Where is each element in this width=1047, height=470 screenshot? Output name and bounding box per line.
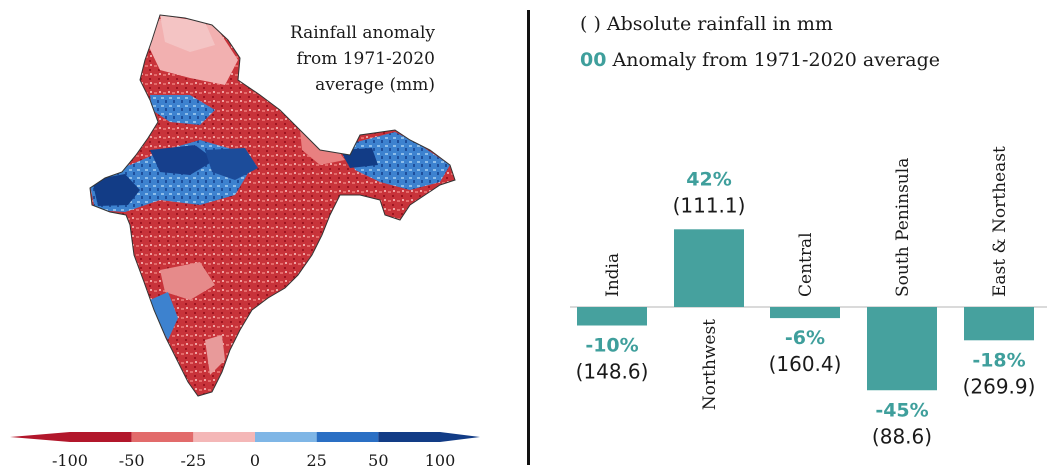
bar-value-label: -45% (875, 399, 928, 421)
colorbar-tick-label: 100 (425, 451, 456, 470)
map-title-line-1: Rainfall anomaly (289, 23, 435, 43)
bar (964, 307, 1034, 341)
map-title: Rainfall anomaly from 1971-2020 average … (290, 20, 435, 98)
legend-absolute-symbol: ( ) (580, 13, 601, 35)
colorbar-left-arrow (10, 432, 70, 442)
legend-absolute: ( ) Absolute rainfall in mm (580, 6, 940, 42)
colorbar-tick-label: 0 (250, 451, 260, 470)
category-label: India (603, 253, 623, 297)
colorbar-segment (316, 432, 379, 442)
category-label: South Peninsula (893, 158, 913, 297)
category-label: Central (796, 232, 816, 297)
legend-anomaly-symbol: 00 (580, 49, 607, 71)
category-label: East & Northeast (990, 146, 1010, 297)
map-title-line-3: average (mm) (315, 75, 435, 95)
panel-divider (527, 10, 530, 465)
bar-absolute-label: (148.6) (576, 360, 649, 384)
colorbar-tick-label: -100 (52, 451, 88, 470)
legend-anomaly-text: Anomaly from 1971-2020 average (612, 49, 941, 71)
india-rainfall-anomaly-map (89, 14, 456, 397)
bar (770, 307, 840, 319)
colorbar-tick-label: -50 (119, 451, 145, 470)
colorbar-segment (255, 432, 317, 442)
category-label: Northwest (700, 319, 720, 410)
bar-value-label: -6% (785, 327, 825, 349)
colorbar-tick-label: 50 (368, 451, 388, 470)
colorbar-right-arrow (440, 432, 480, 442)
legend: ( ) Absolute rainfall in mm 00 Anomaly f… (580, 6, 940, 78)
bar (867, 307, 937, 391)
bar-value-label: -18% (972, 349, 1025, 371)
bar-absolute-label: (269.9) (963, 374, 1036, 398)
bar-absolute-label: (111.1) (673, 193, 746, 217)
colorbar-segment (378, 432, 440, 442)
bar-value-label: 42% (686, 168, 731, 190)
regional-anomaly-bar-chart: India -10% (148.6) Northwest 42% (111.1) Centr… (570, 146, 1047, 448)
colorbar-tick-label: 25 (306, 451, 326, 470)
bar (577, 307, 647, 326)
colorbar-segment (193, 432, 255, 442)
rainfall-anomaly-map-panel: Rainfall anomaly from 1971-2020 average … (0, 0, 520, 470)
bar-value-label: -10% (585, 335, 638, 357)
colorbar-segment (131, 432, 194, 442)
map-title-line-2: from 1971-2020 (296, 49, 435, 69)
bar (674, 229, 744, 307)
colorbar-tick-label: -25 (180, 451, 206, 470)
colorbar-segment (70, 432, 132, 442)
legend-absolute-text: Absolute rainfall in mm (606, 13, 833, 35)
bar-absolute-label: (88.6) (872, 424, 932, 448)
colorbar: -100 -50 -25 0 25 50 100 (10, 432, 480, 470)
legend-anomaly: 00 Anomaly from 1971-2020 average (580, 42, 940, 78)
bar-absolute-label: (160.4) (769, 352, 842, 376)
